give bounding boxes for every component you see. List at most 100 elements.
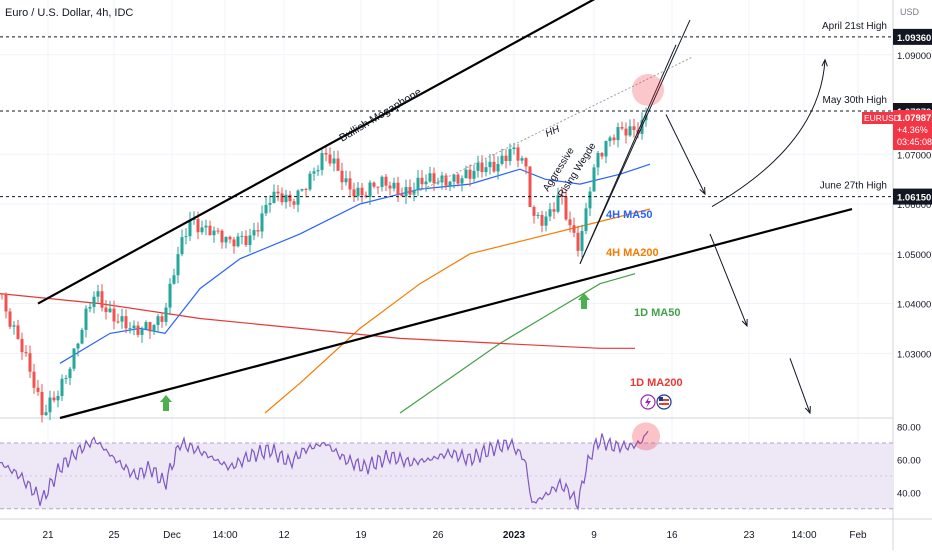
candle-body bbox=[348, 178, 352, 190]
ma-line-4h-ma50 bbox=[59, 163, 651, 364]
candle-body bbox=[440, 175, 444, 183]
ma-line-4h-ma200 bbox=[264, 208, 651, 414]
candle-body bbox=[296, 190, 300, 205]
candle-body bbox=[428, 173, 432, 182]
candle-body bbox=[372, 182, 376, 187]
candle-body bbox=[620, 127, 624, 129]
label-4h-ma200: 4H MA200 bbox=[606, 247, 659, 259]
price-axis: 1.09000 1.07000 1.06000 1.05000 1.04000 1.030… bbox=[862, 28, 932, 499]
candle-body bbox=[128, 328, 132, 330]
candle-body bbox=[488, 161, 492, 168]
x-tick-label: Dec bbox=[163, 530, 181, 541]
candle-body bbox=[300, 188, 304, 191]
projection-down-arrow-2 bbox=[709, 233, 748, 327]
x-tick-label: 14:00 bbox=[212, 530, 237, 541]
candle-body bbox=[136, 325, 140, 335]
candle-body bbox=[80, 329, 84, 344]
candle-body bbox=[4, 294, 8, 312]
candle-body bbox=[336, 158, 340, 171]
candle-body bbox=[356, 187, 360, 197]
candle-body bbox=[156, 316, 160, 326]
level-label: April 21st High bbox=[822, 21, 887, 32]
candle-body bbox=[40, 391, 44, 416]
candle-body bbox=[236, 236, 240, 247]
candle-body bbox=[48, 397, 52, 413]
candle-body bbox=[44, 412, 48, 416]
candle-body bbox=[404, 187, 408, 197]
candle-body bbox=[0, 293, 4, 295]
arrow-head bbox=[741, 318, 748, 328]
candle-body bbox=[292, 201, 296, 205]
candle-body bbox=[264, 204, 268, 214]
candle-body bbox=[228, 236, 232, 240]
horizontal-levels: April 21st High May 30th High June 27th Hi… bbox=[0, 21, 893, 198]
candle-body bbox=[556, 195, 560, 212]
candle-body bbox=[168, 283, 172, 308]
candle-body bbox=[420, 177, 424, 185]
x-tick-label: 26 bbox=[432, 530, 444, 541]
lightning-icon bbox=[640, 394, 656, 410]
candle-body bbox=[500, 155, 504, 164]
candle-body bbox=[384, 176, 388, 186]
projection-down-arrow-1 bbox=[665, 114, 706, 195]
candle-body bbox=[324, 153, 328, 155]
rsi-tick-label: 80.00 bbox=[897, 423, 921, 434]
candle-body bbox=[492, 161, 496, 172]
candle-body bbox=[28, 353, 32, 372]
candle-body bbox=[104, 307, 108, 313]
candle-body bbox=[92, 296, 96, 307]
x-tick-label: 2023 bbox=[503, 530, 526, 541]
candle-body bbox=[216, 230, 220, 232]
candle-body bbox=[284, 194, 288, 203]
arrow-head bbox=[699, 187, 706, 196]
candle-body bbox=[120, 316, 124, 322]
candle-body bbox=[244, 235, 248, 246]
moving-averages bbox=[0, 163, 651, 414]
candle-body bbox=[280, 193, 284, 203]
candle-body bbox=[248, 235, 252, 246]
candle-body bbox=[196, 219, 200, 233]
trendline-megaphone-upper bbox=[37, 0, 596, 305]
arrow-head bbox=[821, 58, 828, 67]
candle-body bbox=[208, 225, 212, 236]
price-label-box bbox=[893, 28, 932, 45]
candle-body bbox=[400, 194, 404, 197]
trendlines bbox=[37, 0, 853, 420]
candle-body bbox=[516, 147, 520, 161]
up-arrow-icon bbox=[160, 395, 172, 411]
level-label: June 27th High bbox=[820, 181, 887, 192]
level-label: May 30th High bbox=[823, 95, 887, 106]
candle-body bbox=[460, 178, 464, 184]
candle-body bbox=[560, 195, 564, 197]
candle-body bbox=[536, 214, 540, 216]
candle-body bbox=[164, 307, 168, 322]
candle-body bbox=[508, 149, 512, 162]
candle-body bbox=[544, 216, 548, 226]
candle-body bbox=[392, 182, 396, 189]
candle-body bbox=[112, 308, 116, 322]
candle-body bbox=[388, 185, 392, 189]
candle-body bbox=[464, 169, 468, 179]
candle-body bbox=[472, 170, 476, 179]
current-price-text: 1.07987 bbox=[897, 113, 931, 124]
candle-body bbox=[32, 371, 36, 388]
candle-body bbox=[512, 147, 516, 150]
candle-body bbox=[540, 214, 544, 226]
candle-body bbox=[172, 275, 176, 284]
candle-body bbox=[592, 167, 596, 192]
candle-body bbox=[596, 152, 600, 168]
candle-body bbox=[24, 352, 28, 354]
candle-body bbox=[408, 187, 412, 195]
x-tick-label: 25 bbox=[108, 530, 120, 541]
candlesticks bbox=[0, 107, 648, 423]
candle-body bbox=[352, 189, 356, 197]
candle-body bbox=[436, 182, 440, 184]
peak-highlight-circle bbox=[632, 74, 664, 106]
candle-body bbox=[332, 158, 336, 164]
candle-body bbox=[496, 163, 500, 172]
label-1d-ma200: 1D MA200 bbox=[630, 377, 683, 389]
candle-body bbox=[140, 329, 144, 335]
candle-body bbox=[588, 191, 592, 209]
